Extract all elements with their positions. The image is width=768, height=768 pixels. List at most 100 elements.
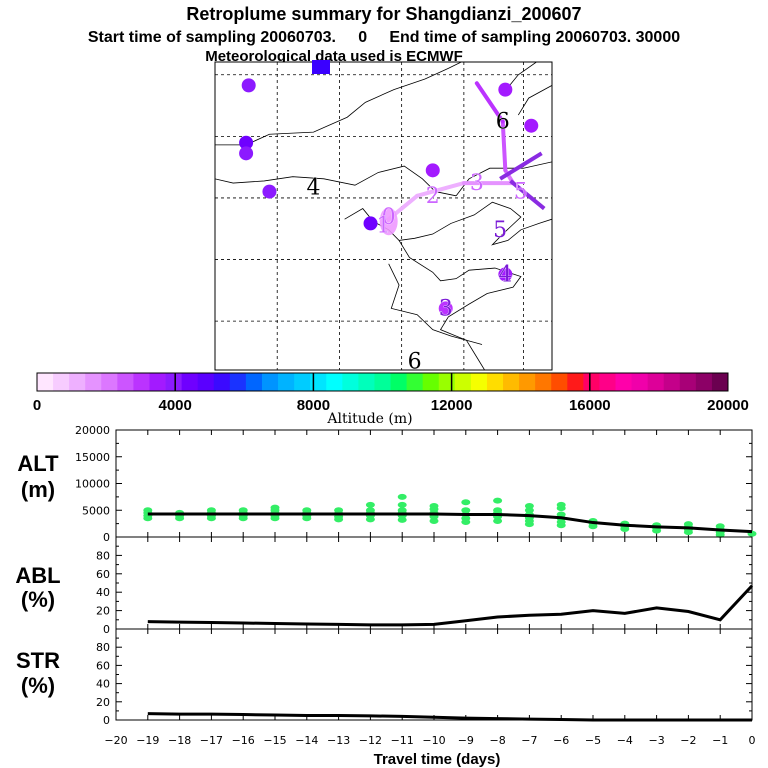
series-line: [147, 712, 752, 722]
x-tick-label: −17: [200, 734, 223, 747]
colorbar-swatch: [133, 373, 150, 391]
altitude-colorbar: 0 4000 8000 12000 16000 20000: [33, 372, 749, 414]
colorbar-swatch: [165, 373, 183, 391]
day-label: 1: [377, 214, 391, 239]
trajectory-segment: [415, 181, 466, 198]
panel-unit-label: (%): [21, 587, 55, 612]
altitude-scatter-point: [397, 507, 407, 514]
colorbar-swatch: [229, 373, 247, 391]
colorbar-tick-label: 0: [33, 397, 41, 414]
x-tick-label: −5: [585, 734, 601, 747]
colorbar-swatch: [503, 373, 520, 391]
colorbar-swatch: [663, 373, 681, 391]
x-tick-label: −16: [232, 734, 255, 747]
colorbar-swatch: [647, 373, 665, 391]
colorbar-swatch: [551, 373, 568, 391]
cluster-point: [239, 135, 254, 150]
panel-label: STR: [16, 648, 60, 673]
colorbar-swatch: [37, 373, 54, 391]
altitude-scatter-point: [556, 501, 566, 508]
colorbar-swatch: [695, 373, 713, 391]
colorbar-swatch: [85, 373, 102, 391]
panel-frame: [115, 628, 753, 721]
altitude-scatter-point: [524, 507, 534, 514]
altitude-scatter-point: [334, 507, 344, 514]
colorbar-swatch: [615, 373, 632, 391]
colorbar-tick-label: 4000: [159, 397, 192, 414]
trajectory-segment: [500, 119, 508, 173]
altitude-scatter-point: [397, 501, 407, 508]
colorbar-swatch: [213, 373, 231, 391]
y-tick-label: 40: [96, 586, 110, 599]
colorbar-swatch: [599, 373, 616, 391]
colorbar-swatch: [261, 373, 279, 391]
colorbar-swatch: [422, 373, 440, 391]
colorbar-swatch: [310, 373, 327, 391]
day-label: 0: [382, 205, 396, 230]
cluster-point: [425, 163, 440, 178]
x-tick-label: −4: [617, 734, 633, 747]
sampling-time-subtitle: Start time of sampling 20060703. 0 End t…: [88, 29, 680, 46]
altitude-scatter-point: [270, 504, 280, 511]
cluster-point: [241, 78, 256, 93]
altitude-scatter-point: [493, 507, 503, 514]
colorbar-swatch: [342, 373, 359, 391]
colorbar-swatch: [149, 373, 166, 391]
y-tick-label: 20: [96, 696, 110, 709]
colorbar-swatch: [583, 373, 600, 391]
colorbar-tick-label: 8000: [297, 397, 330, 414]
colorbar-swatch: [567, 373, 584, 391]
y-tick-label: 0: [103, 714, 110, 727]
y-tick-label: 60: [96, 568, 110, 581]
coastline-segment: [388, 263, 483, 345]
y-tick-label: 60: [96, 659, 110, 672]
x-tick-label: −12: [359, 734, 382, 747]
series-line: [147, 584, 754, 627]
panel-label: ALT: [17, 451, 59, 476]
colorbar-swatch: [294, 373, 311, 391]
colorbar-tick-label: 16000: [569, 397, 611, 414]
y-tick-label: 0: [103, 623, 110, 636]
colorbar-swatch: [406, 373, 424, 391]
y-tick-label: 80: [96, 549, 110, 562]
colorbar-swatch: [181, 373, 199, 391]
panel-unit-label: (%): [21, 673, 55, 698]
day-label: 4: [498, 262, 512, 287]
x-tick-label: −7: [521, 734, 537, 747]
coastline-segment: [398, 240, 522, 370]
x-tick-label: −10: [422, 734, 445, 747]
timeseries-panels: 05000100001500020000ALT(m)020406080ABL(%…: [15, 424, 757, 747]
altitude-scatter-point: [302, 507, 312, 514]
colorbar-tick-label: 20000: [707, 397, 749, 414]
colorbar-frame: [36, 372, 729, 392]
day-label: 4: [307, 175, 321, 200]
colorbar-swatch: [101, 373, 118, 391]
panel-label: ABL: [15, 563, 60, 588]
y-tick-label: 15000: [75, 451, 110, 464]
release-box-marker: [312, 60, 330, 74]
cluster-point: [363, 216, 378, 231]
trajectory-branch: [509, 179, 546, 211]
trajectory-segment: [474, 81, 505, 124]
y-tick-label: 80: [96, 641, 110, 654]
cluster-point: [524, 118, 539, 133]
day-label: 3: [470, 171, 484, 196]
colorbar-swatch: [470, 373, 488, 391]
coastline-segment: [507, 62, 537, 88]
day-label: 2: [426, 184, 440, 209]
altitude-scatter-point: [429, 517, 439, 524]
trajectory-branch: [499, 151, 543, 181]
panel-unit-label: (m): [21, 477, 55, 502]
series-line: [147, 512, 753, 534]
cluster-point: [262, 184, 277, 199]
altitude-scatter-point: [683, 521, 693, 528]
y-tick-label: 20000: [75, 424, 110, 437]
cluster-point: [239, 146, 254, 161]
map-gridlines: [215, 62, 552, 370]
altitude-scatter-point: [715, 523, 725, 530]
colorbar-swatch: [245, 373, 263, 391]
y-tick-label: 0: [103, 531, 110, 544]
